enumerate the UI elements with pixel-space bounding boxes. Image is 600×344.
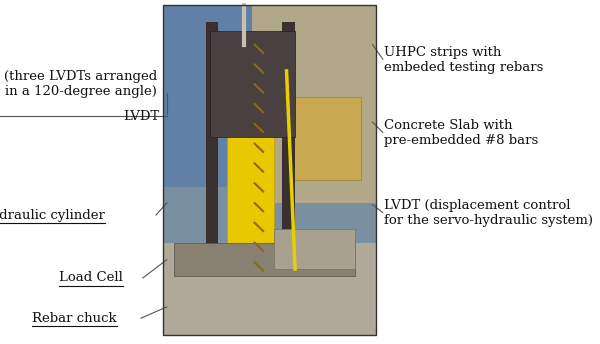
Text: Concrete Slab with
pre-embedded #8 bars: Concrete Slab with pre-embedded #8 bars: [384, 119, 538, 148]
Text: (three LVDTs arranged
in a 120-degree angle): (three LVDTs arranged in a 120-degree an…: [4, 70, 158, 98]
Bar: [210, 31, 295, 137]
Bar: [274, 229, 355, 269]
Bar: [163, 5, 253, 186]
Text: LVDT: LVDT: [123, 110, 159, 123]
Bar: [163, 5, 376, 335]
Text: Rebar chuck: Rebar chuck: [32, 312, 117, 325]
Bar: [173, 243, 355, 276]
Bar: [227, 130, 274, 256]
Bar: [163, 5, 376, 335]
Text: Load Cell: Load Cell: [59, 271, 123, 284]
Bar: [163, 243, 376, 335]
Bar: [253, 5, 376, 203]
Text: LVDT (displacement control
for the servo-hydraulic system): LVDT (displacement control for the servo…: [384, 199, 593, 227]
Bar: [282, 21, 295, 246]
Text: Hydraulic cylinder: Hydraulic cylinder: [0, 208, 105, 222]
Bar: [291, 97, 361, 180]
Bar: [206, 21, 218, 246]
Text: UHPC strips with
embeded testing rebars: UHPC strips with embeded testing rebars: [384, 46, 544, 74]
